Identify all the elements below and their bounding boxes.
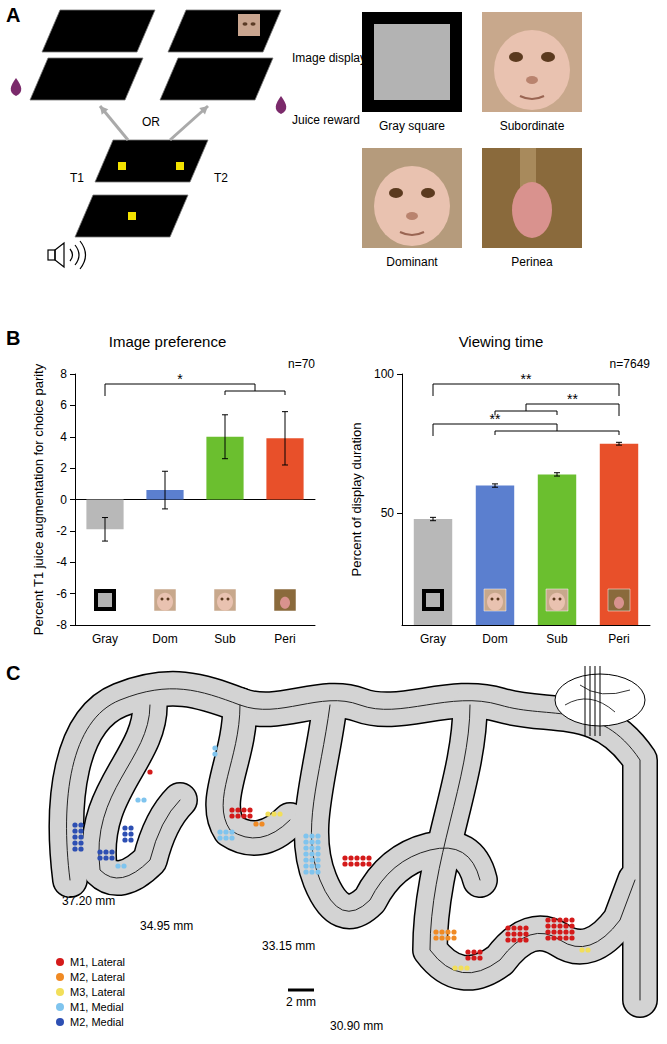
- svg-text:Image display: Image display: [292, 51, 366, 65]
- svg-text:33.15 mm: 33.15 mm: [262, 939, 315, 953]
- svg-text:**: **: [490, 411, 501, 427]
- svg-text:34.95 mm: 34.95 mm: [140, 919, 193, 933]
- svg-text:n=7649: n=7649: [610, 357, 651, 371]
- svg-text:-6: -6: [56, 587, 67, 601]
- svg-text:100: 100: [374, 367, 394, 381]
- svg-text:M2, Medial: M2, Medial: [70, 1016, 124, 1028]
- svg-text:2: 2: [60, 461, 67, 475]
- svg-text:-8: -8: [56, 618, 67, 632]
- svg-text:M1, Medial: M1, Medial: [70, 1001, 124, 1013]
- svg-text:*: *: [177, 371, 183, 387]
- svg-text:Gray: Gray: [92, 632, 118, 646]
- svg-text:T1: T1: [70, 171, 84, 185]
- svg-text:6: 6: [60, 398, 67, 412]
- svg-text:A: A: [6, 4, 20, 26]
- svg-text:Image preference: Image preference: [109, 333, 227, 350]
- svg-text:Dom: Dom: [152, 632, 177, 646]
- svg-text:Peri: Peri: [608, 632, 629, 646]
- svg-text:Sub: Sub: [546, 632, 568, 646]
- svg-text:n=70: n=70: [288, 357, 315, 371]
- svg-text:T2: T2: [214, 171, 228, 185]
- svg-text:M2, Lateral: M2, Lateral: [70, 971, 125, 983]
- svg-text:2 mm: 2 mm: [286, 995, 316, 1009]
- svg-text:**: **: [521, 371, 532, 387]
- svg-text:Sub: Sub: [214, 632, 236, 646]
- svg-text:C: C: [6, 662, 20, 684]
- svg-text:B: B: [6, 327, 20, 349]
- svg-text:50: 50: [381, 506, 395, 520]
- svg-text:Peri: Peri: [274, 632, 295, 646]
- svg-text:Gray: Gray: [420, 632, 446, 646]
- svg-text:Subordinate: Subordinate: [500, 119, 565, 133]
- svg-text:M3, Lateral: M3, Lateral: [70, 986, 125, 998]
- svg-text:Percent of display duration: Percent of display duration: [349, 423, 364, 577]
- svg-text:M1, Lateral: M1, Lateral: [70, 956, 125, 968]
- svg-text:Dominant: Dominant: [386, 255, 438, 269]
- svg-text:0: 0: [60, 493, 67, 507]
- svg-text:8: 8: [60, 367, 67, 381]
- svg-text:4: 4: [60, 430, 67, 444]
- svg-text:Viewing time: Viewing time: [459, 333, 544, 350]
- svg-text:Juice reward: Juice reward: [292, 113, 360, 127]
- svg-text:Gray square: Gray square: [379, 119, 445, 133]
- svg-text:37.20 mm: 37.20 mm: [62, 894, 115, 908]
- svg-text:-2: -2: [56, 524, 67, 538]
- svg-text:**: **: [567, 391, 578, 407]
- svg-text:Dom: Dom: [482, 632, 507, 646]
- svg-text:Percent T1 juice augmentation: Percent T1 juice augmentation for choice…: [31, 363, 46, 635]
- svg-text:OR: OR: [142, 115, 160, 129]
- svg-text:Perinea: Perinea: [511, 255, 553, 269]
- svg-text:-4: -4: [56, 555, 67, 569]
- svg-text:30.90 mm: 30.90 mm: [330, 1019, 383, 1033]
